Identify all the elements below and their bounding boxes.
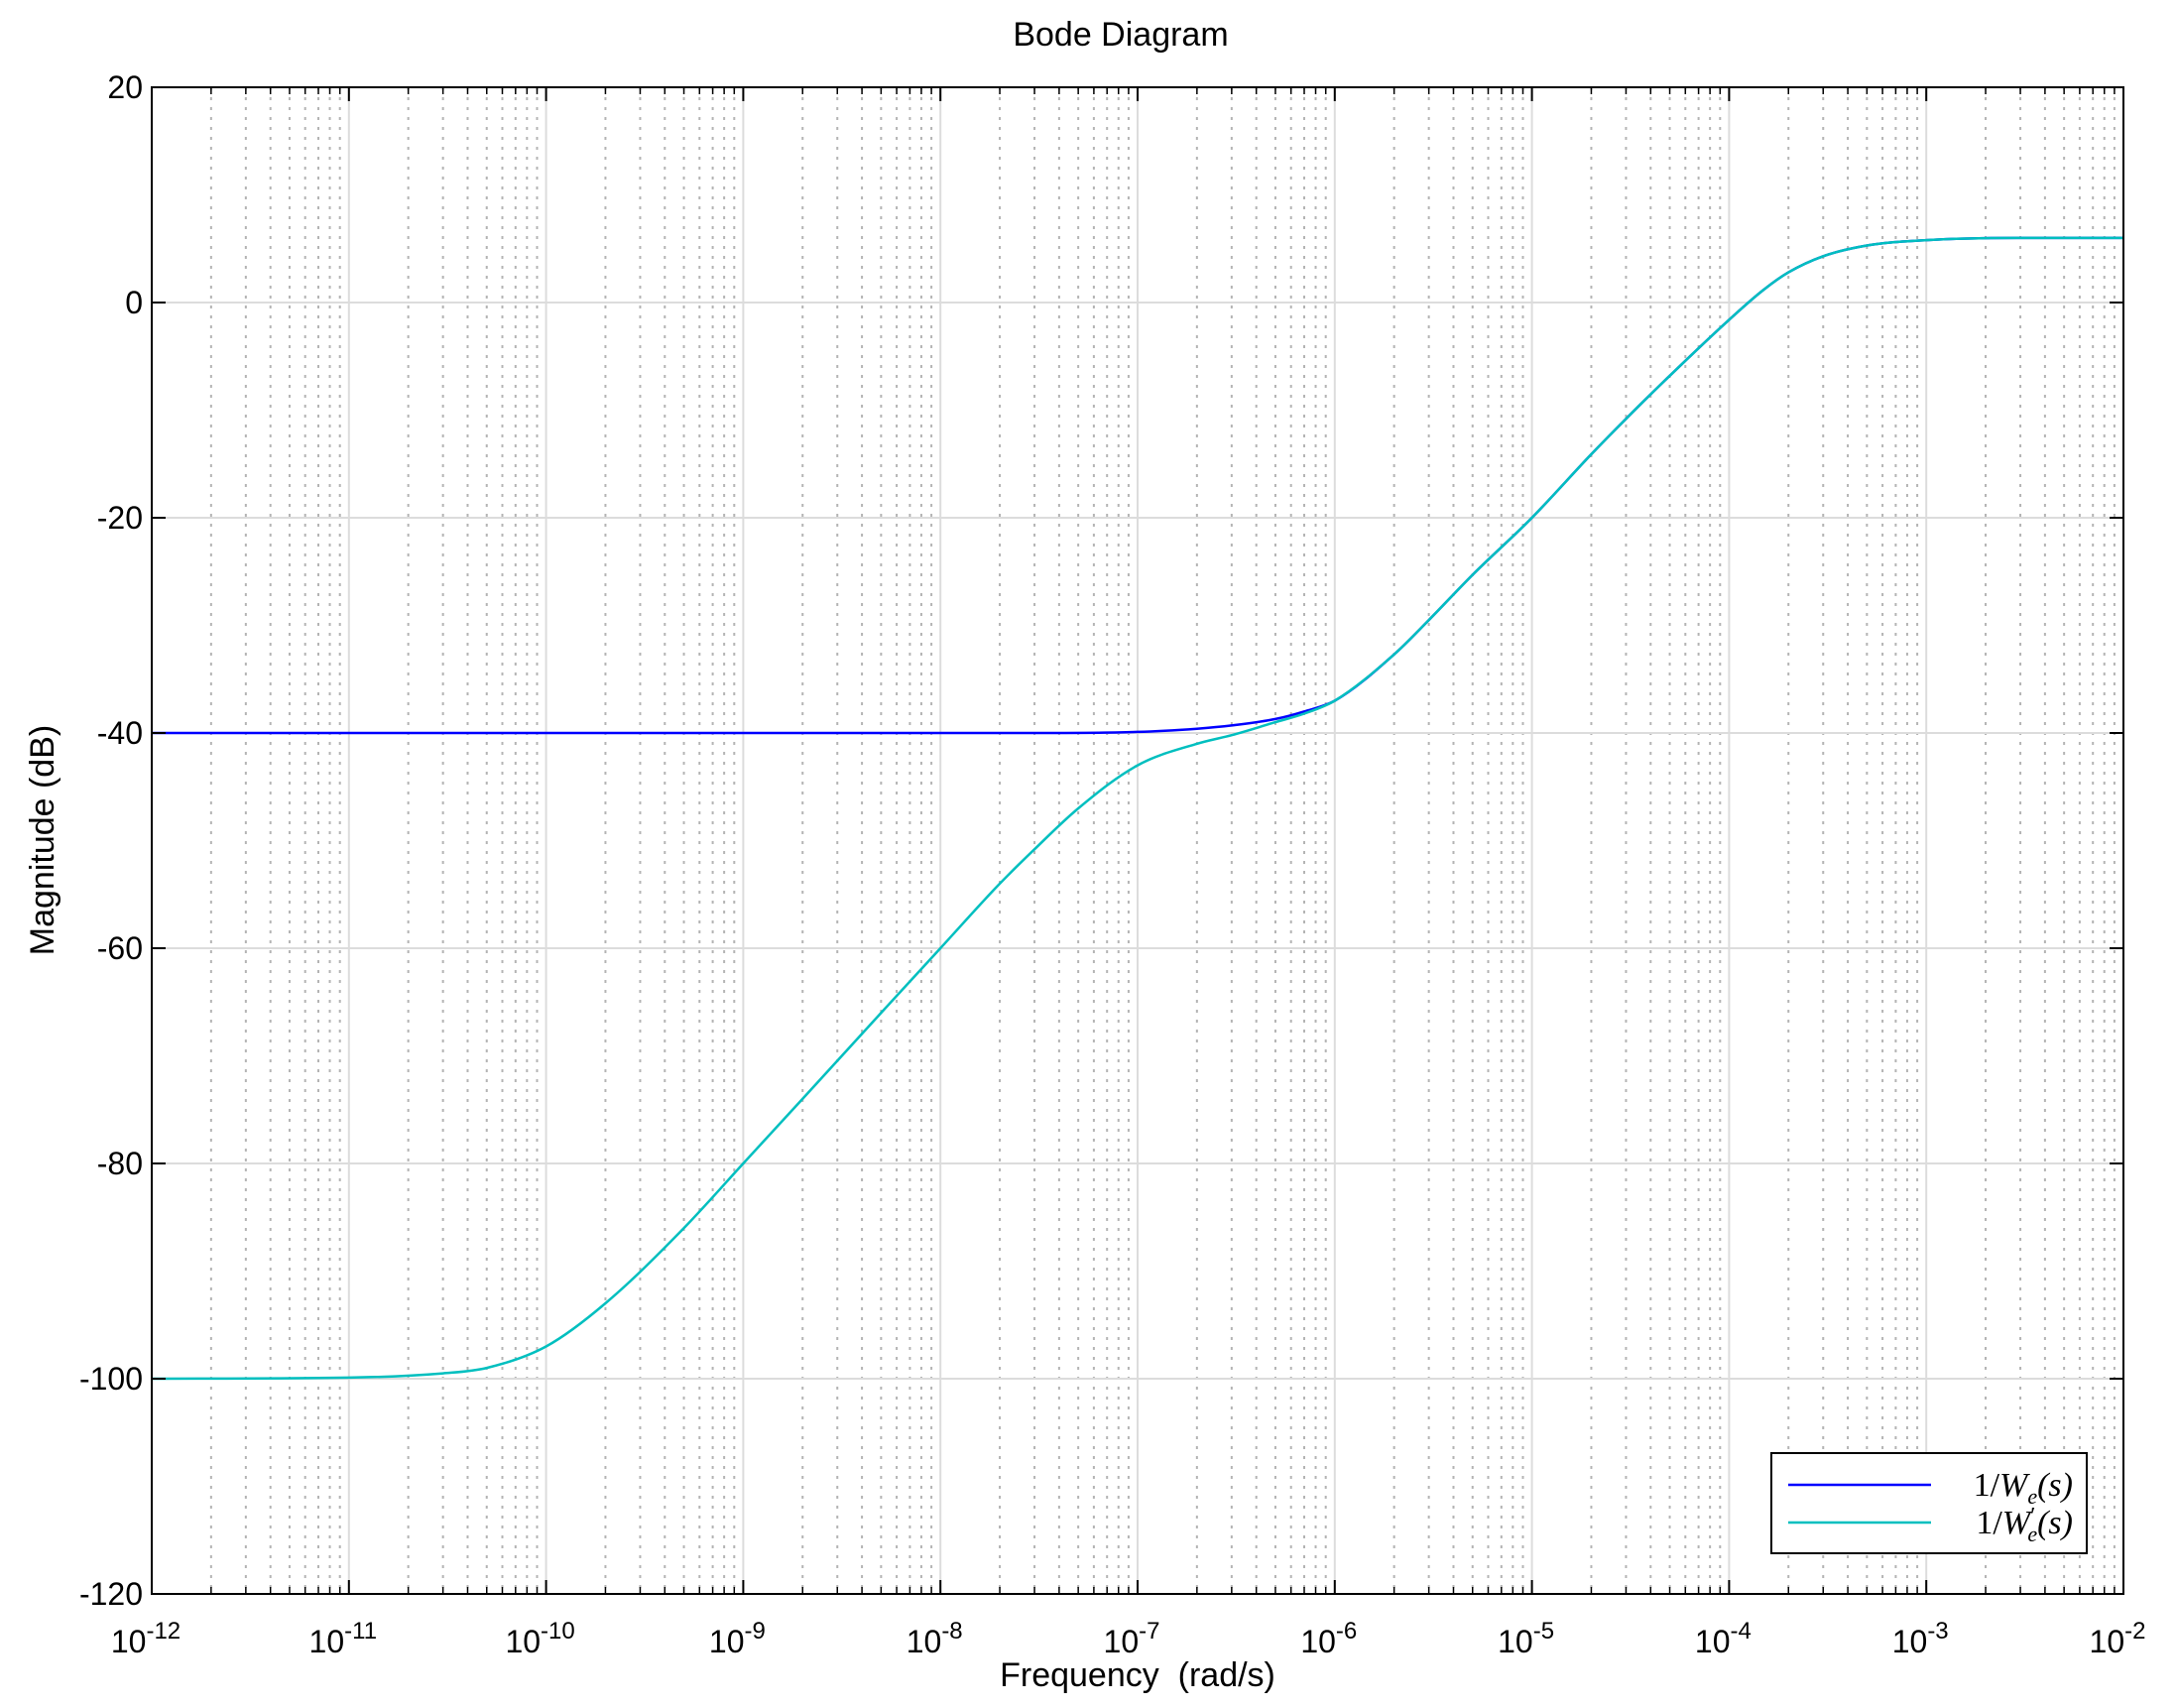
x-tick-label: 10-6 [1300,1618,1357,1659]
x-axis-label: Frequency (rad/s) [1000,1656,1275,1694]
legend: 1/We(s)1/W′ e(s) [1770,1452,2088,1554]
x-tick-label: 10-12 [111,1618,181,1659]
x-tick-label: 10-3 [1892,1618,1949,1659]
x-tick-label: 10-10 [505,1618,574,1659]
y-tick-labels: 20 0 -20 -40 -60 -80 -100 -120 [79,69,143,1612]
y-tick-label: -60 [97,930,143,966]
x-tick-label: 10-11 [309,1618,378,1659]
y-tick-label: -20 [97,500,143,536]
plot-area [151,86,2124,1595]
legend-box [1770,1452,2088,1554]
y-axis-label: Magnitude (dB) [24,725,61,955]
x-tick-label: 10-9 [709,1618,766,1659]
legend-label: 1/We(s) [1974,1467,2073,1509]
x-tick-label: 10-5 [1498,1618,1554,1659]
series-line-2 [151,236,2123,1381]
y-tick-label: -100 [79,1361,143,1397]
x-tick-label: 10-4 [1695,1618,1752,1659]
x-tick-label: 10-7 [1104,1618,1160,1659]
y-tick-label: -40 [97,715,143,751]
x-tick-label: 10-2 [2090,1618,2146,1659]
x-tick-labels: 10-12 10-11 10-10 10-9 10-8 10-7 10-6 10-5 10-4 1… [111,1618,2146,1659]
y-tick-label: -120 [79,1576,143,1612]
y-tick-label: -80 [97,1146,143,1181]
y-tick-label: 0 [125,285,143,320]
y-tick-label: 20 [107,69,143,105]
series-layer [151,236,2123,1381]
tick-marks [151,86,2124,1595]
chart-title: Bode Diagram [1013,16,1228,54]
legend-label: 1/W′ e(s) [1976,1504,2073,1546]
x-tick-label: 10-8 [907,1618,963,1659]
